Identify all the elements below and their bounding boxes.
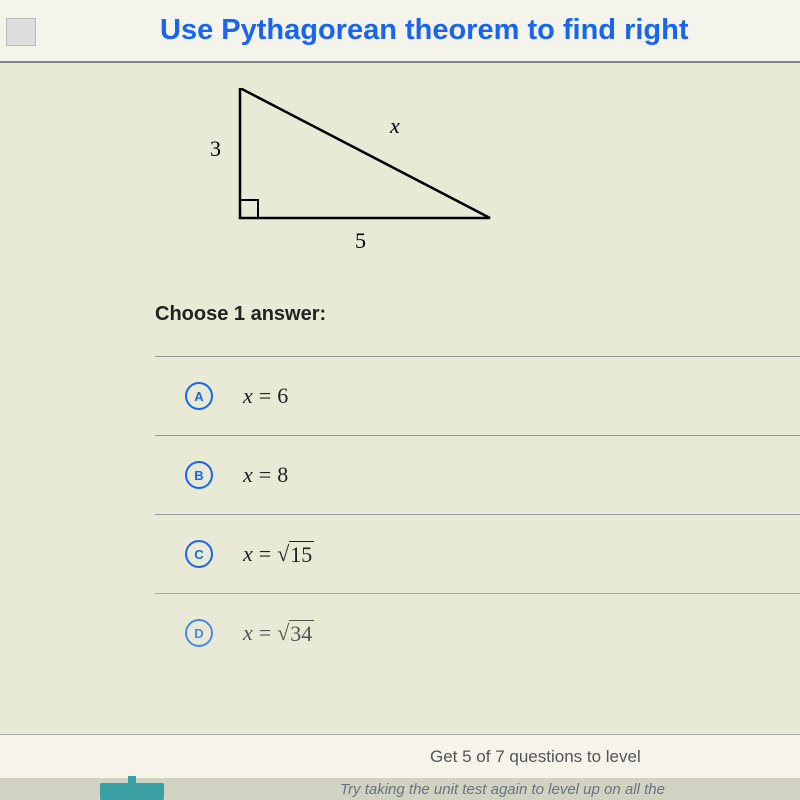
choice-letter: D	[185, 619, 213, 647]
choose-prompt: Choose 1 answer:	[155, 303, 800, 326]
pedestal-icon	[100, 783, 164, 800]
footer-text: Get 5 of 7 questions to level	[430, 747, 641, 767]
triangle-figure: 3 5 x	[200, 88, 800, 298]
page-header: Use Pythagorean theorem to find right	[0, 0, 800, 63]
hypotenuse-label: x	[390, 113, 400, 139]
choice-letter: A	[185, 382, 213, 410]
hint-text: Try taking the unit test again to level …	[340, 781, 665, 798]
choice-expression: x = √34	[243, 620, 314, 647]
leg-horizontal-label: 5	[355, 228, 366, 254]
choice-expression: x = 6	[243, 383, 288, 409]
choice-letter: B	[185, 461, 213, 489]
page-title: Use Pythagorean theorem to find right	[160, 14, 800, 47]
answer-choices: A x = 6 B x = 8 C x = √15 D x = √34	[155, 356, 800, 657]
choice-expression: x = √15	[243, 541, 314, 568]
choice-a[interactable]: A x = 6	[155, 356, 800, 435]
top-left-marker	[6, 18, 36, 46]
choice-b[interactable]: B x = 8	[155, 435, 800, 514]
choice-expression: x = 8	[243, 462, 288, 488]
choice-d[interactable]: D x = √34	[155, 593, 800, 657]
footer-bar: Get 5 of 7 questions to level	[0, 734, 800, 778]
leg-vertical-label: 3	[210, 136, 221, 162]
choice-letter: C	[185, 540, 213, 568]
choice-c[interactable]: C x = √15	[155, 514, 800, 593]
